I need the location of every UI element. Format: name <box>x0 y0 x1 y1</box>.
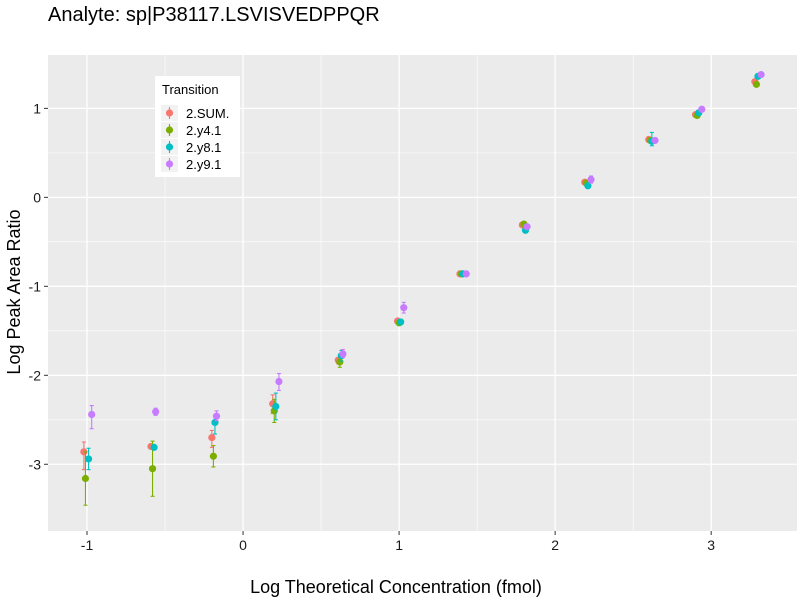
data-point <box>272 402 280 411</box>
legend-label: 2.y4.1 <box>186 123 221 138</box>
x-tick-label: -1 <box>81 537 94 553</box>
legend-label: 2.y8.1 <box>186 140 221 155</box>
data-point <box>584 182 592 190</box>
legend-key-point <box>165 109 174 117</box>
data-point <box>209 452 218 460</box>
data-point <box>148 465 157 473</box>
x-axis-title: Log Theoretical Concentration (fmol) <box>250 577 542 597</box>
data-point <box>88 410 96 419</box>
y-tick-label: -2 <box>29 367 42 383</box>
legend-label: 2.y9.1 <box>186 157 221 172</box>
axes: -1 0 1 2 3 -3 -2 -1 0 1 <box>29 100 716 553</box>
y-tick-label: 1 <box>33 100 41 116</box>
x-tick-label: 0 <box>239 537 247 553</box>
data-marks <box>80 70 765 506</box>
data-point <box>651 136 659 145</box>
x-tick-label: 2 <box>551 537 559 553</box>
data-point <box>462 270 470 278</box>
data-point <box>152 408 160 416</box>
chart-title: Analyte: sp|P38117.LSVISVEDPPQR <box>48 4 380 26</box>
data-point <box>150 443 158 451</box>
data-point <box>336 358 344 366</box>
data-point <box>212 412 221 420</box>
y-tick-label: -1 <box>29 278 42 294</box>
x-tick-label: 3 <box>707 537 715 553</box>
y-tick-label: 0 <box>33 189 41 205</box>
legend-label: 2.SUM. <box>186 106 229 121</box>
data-point <box>208 433 216 442</box>
y-axis-title: Log Peak Area Ratio <box>4 209 24 374</box>
legend-title: Transition <box>162 82 219 97</box>
legend-key-point <box>165 126 174 134</box>
data-point <box>523 223 531 231</box>
data-point <box>587 175 595 184</box>
x-tick-label: 1 <box>395 537 403 553</box>
legend-key-point <box>165 160 174 168</box>
legend-key-point <box>165 143 174 151</box>
data-point <box>81 474 90 483</box>
data-point <box>400 304 408 312</box>
data-point <box>698 105 706 113</box>
data-point <box>339 350 347 358</box>
data-point <box>211 418 219 427</box>
data-point <box>752 80 761 88</box>
data-point <box>275 377 283 386</box>
y-tick-label: -3 <box>29 456 42 472</box>
data-point <box>757 70 765 79</box>
data-point <box>397 318 405 326</box>
data-point <box>84 455 93 463</box>
legend: Transition 2.SUM. 2.y4.1 2.y8.1 2.y9.1 <box>155 76 240 177</box>
